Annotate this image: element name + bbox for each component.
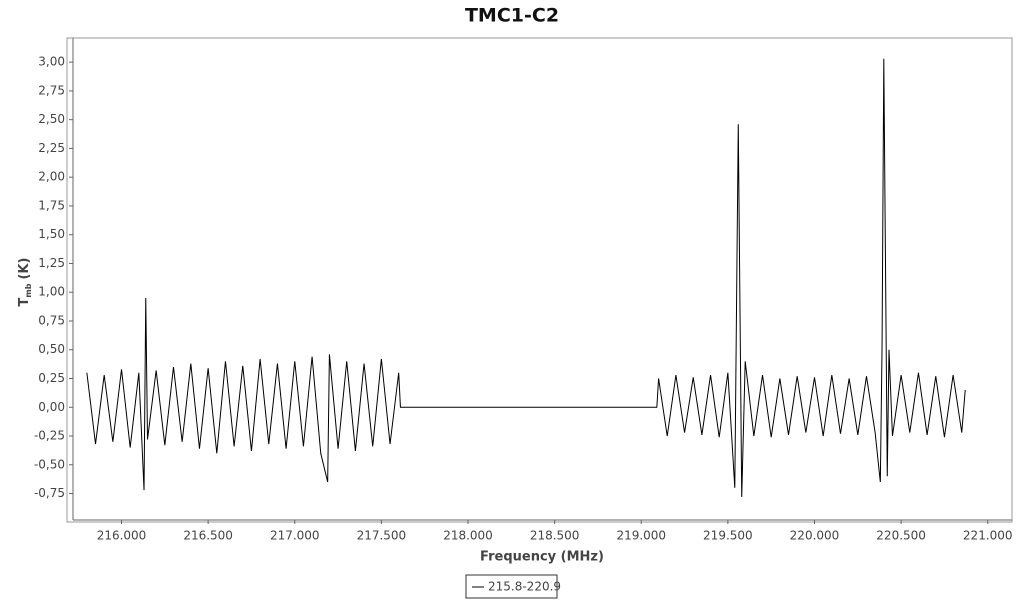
x-tick-label: 221.000: [963, 529, 1013, 543]
y-tick-label: 2,00: [38, 170, 65, 184]
x-tick-label: 219.000: [616, 529, 666, 543]
y-tick-label: 3,00: [38, 55, 65, 69]
plot-frame: [66, 37, 1013, 523]
y-axis-title: Tmb (K): [17, 258, 33, 307]
x-tick-label: 218.000: [443, 529, 493, 543]
y-tick-label: 1,50: [38, 227, 65, 241]
y-tick-label: 1,75: [38, 198, 65, 212]
chart-title: TMC1-C2: [465, 5, 559, 27]
y-tick-label: 1,00: [38, 285, 65, 299]
y-label-sub: mb: [24, 283, 33, 297]
y-tick-label: 0,75: [38, 313, 65, 327]
x-axis-title: Frequency (MHz): [480, 550, 604, 565]
y-tick-label: 2,75: [38, 83, 65, 97]
y-tick-label: 2,50: [38, 112, 65, 126]
series-line: [86, 58, 966, 498]
x-tick-label: 217.000: [270, 529, 320, 543]
x-tick-label: 220.000: [790, 529, 840, 543]
y-tick-label: 1,25: [38, 256, 65, 270]
y-tick-label: -0,75: [34, 486, 65, 500]
x-tick-label: 218.500: [530, 529, 580, 543]
y-tick-label: 0,50: [38, 342, 65, 356]
y-tick-label: 2,25: [38, 141, 65, 155]
x-tick-label: 219.500: [703, 529, 753, 543]
y-tick-label: -0,25: [34, 429, 65, 443]
legend-box: [465, 574, 558, 599]
x-tick-label: 217.500: [357, 529, 407, 543]
x-tick-label: 216.000: [97, 529, 147, 543]
legend: 215.8-220.9: [465, 574, 561, 599]
y-tick-label: -0,50: [34, 457, 65, 471]
x-tick-label: 220.500: [876, 529, 926, 543]
y-label-main: T: [17, 297, 32, 306]
x-tick-label: 216.500: [183, 529, 233, 543]
y-tick-label: 0,00: [38, 400, 65, 414]
legend-label: 215.8-220.9: [488, 580, 561, 594]
y-tick-label: 0,25: [38, 371, 65, 385]
y-label-unit: (K): [17, 258, 32, 280]
